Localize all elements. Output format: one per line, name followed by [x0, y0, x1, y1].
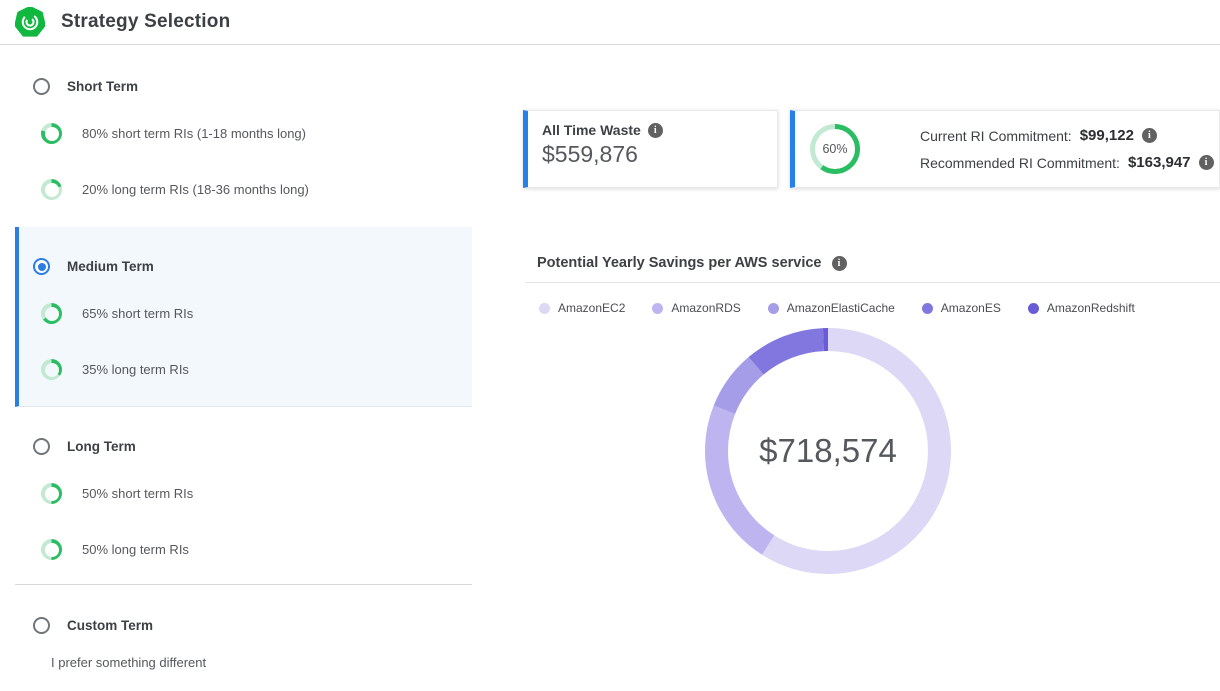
current-ri-commitment-row: Current RI Commitment: $99,122 [920, 127, 1214, 144]
percent-ring [41, 539, 62, 560]
info-icon[interactable] [1142, 128, 1157, 143]
current-ri-label: Current RI Commitment: [920, 128, 1072, 144]
recommended-ri-label: Recommended RI Commitment: [920, 155, 1120, 171]
option-item-label: 20% long term RIs (18-36 months long) [82, 182, 309, 197]
commitment-percent-ring: 60% [810, 124, 860, 174]
legend-label: AmazonRedshift [1047, 301, 1135, 315]
legend-label: AmazonRDS [671, 301, 740, 315]
chart-title: Potential Yearly Savings per AWS service [537, 255, 822, 271]
waste-card-title: All Time Waste [542, 122, 641, 138]
legend-item-amazonredshift[interactable]: AmazonRedshift [1028, 301, 1135, 315]
chart-legend: AmazonEC2 AmazonRDS AmazonElastiCache Am… [525, 301, 1220, 315]
option-label: Custom Term [67, 618, 153, 633]
option-medium-term[interactable]: Medium Term [19, 258, 472, 275]
option-item-label: 65% short term RIs [82, 306, 193, 321]
option-short-term[interactable]: Short Term [15, 78, 472, 95]
option-long-term-item-1: 50% short term RIs [15, 483, 472, 504]
percent-ring [41, 123, 62, 144]
custom-term-description: I prefer something different [15, 655, 472, 670]
summary-cards: All Time Waste $559,876 60% Current RI C… [523, 110, 1220, 188]
legend-dot [922, 303, 933, 314]
ri-commitment-card: 60% Current RI Commitment: $99,122 Recom… [790, 110, 1220, 188]
legend-item-amazonec2[interactable]: AmazonEC2 [539, 301, 625, 315]
option-item-label: 35% long term RIs [82, 362, 189, 377]
radio-short-term[interactable] [33, 78, 50, 95]
option-label: Long Term [67, 439, 136, 454]
radio-long-term[interactable] [33, 438, 50, 455]
option-item-label: 50% short term RIs [82, 486, 193, 501]
legend-item-amazonelasticache[interactable]: AmazonElastiCache [768, 301, 895, 315]
radio-custom-term[interactable] [33, 617, 50, 634]
page-header: Strategy Selection [0, 0, 1220, 45]
option-label: Short Term [67, 79, 138, 94]
option-label: Medium Term [67, 259, 154, 274]
legend-dot [1028, 303, 1039, 314]
legend-label: AmazonElastiCache [787, 301, 895, 315]
legend-dot [652, 303, 663, 314]
info-icon[interactable] [1199, 155, 1214, 170]
legend-dot [768, 303, 779, 314]
option-long-term[interactable]: Long Term [15, 438, 472, 455]
radio-medium-term[interactable] [33, 258, 50, 275]
commitment-ring-label: 60% [822, 142, 847, 156]
legend-item-amazonrds[interactable]: AmazonRDS [652, 301, 740, 315]
page-title: Strategy Selection [61, 11, 230, 33]
legend-dot [539, 303, 550, 314]
percent-ring [41, 179, 62, 200]
percent-ring [41, 303, 62, 324]
current-ri-value: $99,122 [1080, 127, 1134, 144]
option-medium-term-item-2: 35% long term RIs [19, 359, 472, 380]
sidebar-divider [15, 584, 472, 585]
option-medium-term-panel: Medium Term 65% short term RIs 35% long … [15, 227, 472, 407]
option-custom-term[interactable]: Custom Term [15, 617, 472, 634]
recommended-ri-value: $163,947 [1128, 154, 1191, 171]
savings-donut-chart: $718,574 [703, 326, 953, 576]
legend-label: AmazonEC2 [558, 301, 625, 315]
info-icon[interactable] [648, 123, 663, 138]
option-item-label: 80% short term RIs (1-18 months long) [82, 126, 306, 141]
option-long-term-item-2: 50% long term RIs [15, 539, 472, 560]
legend-label: AmazonES [941, 301, 1001, 315]
option-short-term-item-2: 20% long term RIs (18-36 months long) [15, 179, 472, 200]
info-icon[interactable] [832, 256, 847, 271]
option-medium-term-item-1: 65% short term RIs [19, 303, 472, 324]
legend-item-amazones[interactable]: AmazonES [922, 301, 1001, 315]
savings-chart-section: Potential Yearly Savings per AWS service… [525, 255, 1220, 691]
chart-divider [525, 282, 1220, 283]
app-logo-icon [15, 7, 45, 37]
strategy-options-list: Short Term 80% short term RIs (1-18 mont… [15, 45, 472, 670]
waste-card-value: $559,876 [542, 141, 763, 168]
option-item-label: 50% long term RIs [82, 542, 189, 557]
option-short-term-item-1: 80% short term RIs (1-18 months long) [15, 123, 472, 144]
percent-ring [41, 483, 62, 504]
recommended-ri-commitment-row: Recommended RI Commitment: $163,947 [920, 154, 1214, 171]
percent-ring [41, 359, 62, 380]
all-time-waste-card: All Time Waste $559,876 [523, 110, 778, 188]
